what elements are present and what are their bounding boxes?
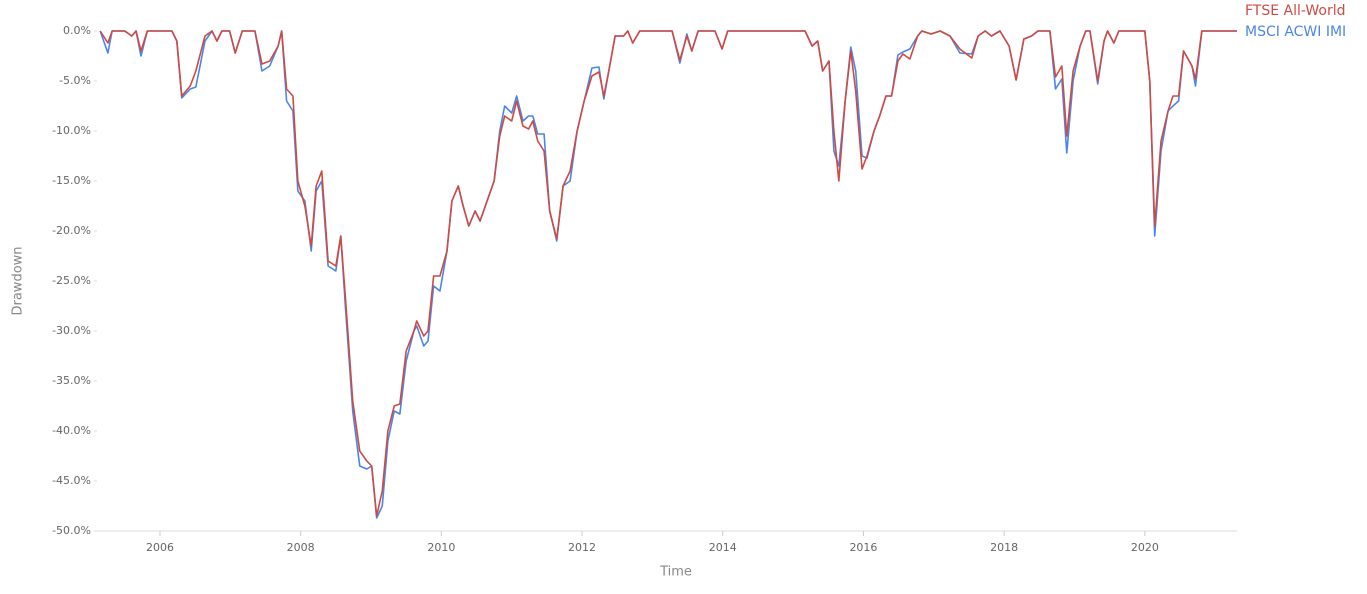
y-tick-label: -20.0% — [52, 224, 91, 237]
x-tick-label: 2020 — [1131, 541, 1159, 554]
x-tick-label: 2010 — [427, 541, 455, 554]
y-tick-label: -35.0% — [52, 374, 91, 387]
y-tick-label: 0.0% — [63, 24, 91, 37]
y-tick-label: -5.0% — [59, 74, 91, 87]
x-tick-label: 2006 — [146, 541, 174, 554]
series-line — [99, 30, 1237, 517]
series-line — [99, 30, 1237, 519]
y-tick-label: -45.0% — [52, 474, 91, 487]
y-tick-label: -50.0% — [52, 524, 91, 537]
legend-label: MSCI ACWI IMI — [1245, 24, 1346, 40]
x-axis-title: Time — [659, 565, 692, 580]
y-tick-label: -40.0% — [52, 424, 91, 437]
x-tick-label: 2012 — [568, 541, 596, 554]
x-tick-label: 2016 — [849, 541, 877, 554]
legend-label: FTSE All-World — [1245, 3, 1346, 19]
x-tick-label: 2014 — [709, 541, 737, 554]
y-tick-label: -25.0% — [52, 274, 91, 287]
x-tick-label: 2018 — [990, 541, 1018, 554]
y-tick-label: -15.0% — [52, 174, 91, 187]
y-tick-label: -10.0% — [52, 124, 91, 137]
y-tick-label: -30.0% — [52, 324, 91, 337]
x-tick-label: 2008 — [287, 541, 315, 554]
y-axis-title: Drawdown — [11, 246, 26, 315]
